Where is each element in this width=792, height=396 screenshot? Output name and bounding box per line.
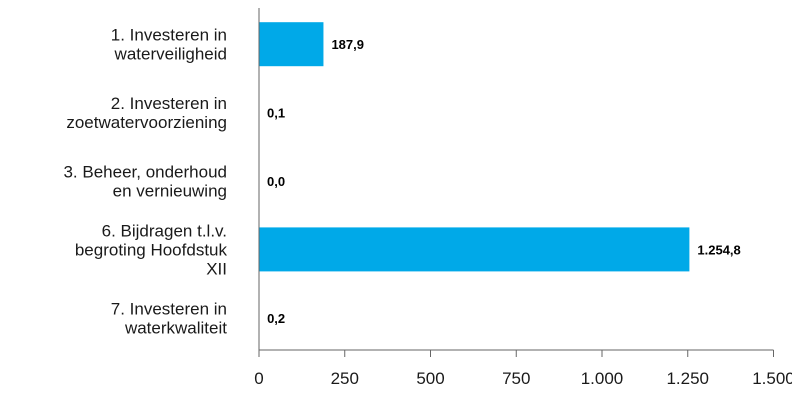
x-tick-label: 0 (254, 369, 263, 388)
x-axis: 0 250 500 750 1.000 1.250 1.500 (254, 8, 792, 388)
category-label: 2. Investeren in zoetwatervoorziening (66, 94, 227, 132)
bars-layer (259, 22, 690, 272)
bar (259, 227, 690, 272)
bar (259, 22, 324, 67)
category-label: 3. Beheer, onderhoud en vernieuwing (63, 163, 227, 201)
x-tick-label: 1.500 (752, 369, 792, 388)
category-label: 7. Investeren in waterkwaliteit (111, 299, 228, 337)
x-tick-label: 500 (416, 369, 444, 388)
x-tick-label: 250 (331, 369, 359, 388)
x-tick-label: 1.000 (581, 369, 624, 388)
value-label: 187,9 (331, 37, 364, 52)
category-labels: 1. Investeren in waterveiligheid 2. Invest… (63, 26, 227, 338)
value-label: 0,0 (267, 174, 285, 189)
x-tick-label: 1.250 (666, 369, 709, 388)
x-tick-label: 750 (502, 369, 530, 388)
value-label: 1.254,8 (697, 242, 740, 257)
category-label: 1. Investeren in waterveiligheid (111, 26, 227, 64)
category-label: 6. Bijdragen t.l.v. begroting Hoofdstuk XI… (75, 221, 228, 278)
value-label: 0,1 (267, 106, 285, 121)
value-label: 0,2 (267, 311, 285, 326)
value-labels: 187,9 0,1 0,0 1.254,8 0,2 (267, 37, 741, 326)
